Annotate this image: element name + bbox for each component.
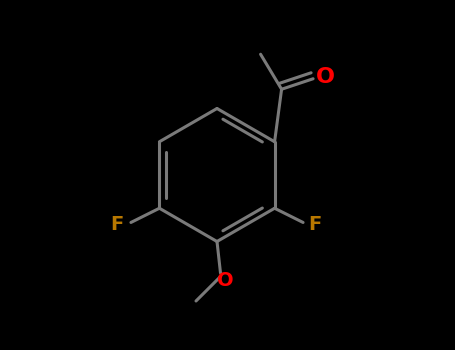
Text: F: F xyxy=(110,215,124,234)
Text: F: F xyxy=(308,215,322,234)
Text: O: O xyxy=(217,271,234,289)
Text: O: O xyxy=(316,67,335,87)
